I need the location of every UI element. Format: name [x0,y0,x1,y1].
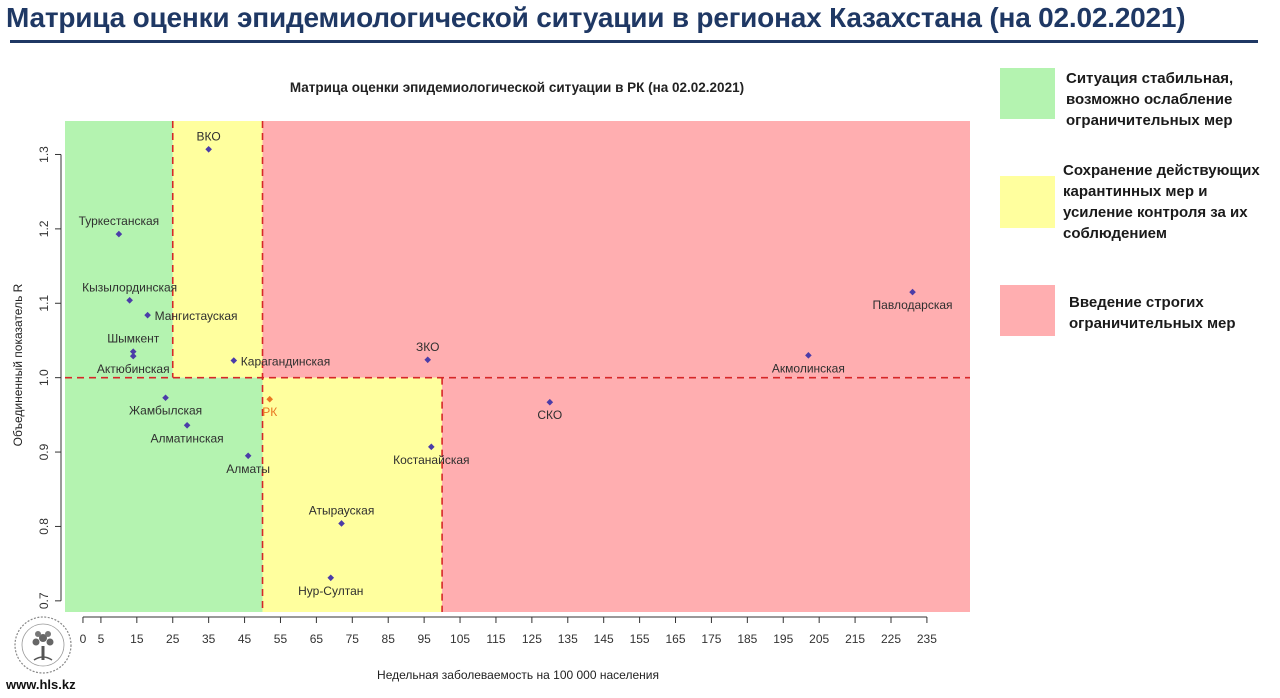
data-point-label: Туркестанская [79,214,160,228]
zone-5 [442,377,970,612]
data-point-label: Павлодарская [873,298,953,312]
x-tick-label: 85 [382,632,396,646]
x-tick-label: 35 [202,632,216,646]
data-point [244,452,252,460]
data-point [205,145,212,153]
page-title: Матрица оценки эпидемиологической ситуац… [6,2,1186,33]
legend-swatch-stable [1000,68,1055,119]
data-point [144,311,151,319]
data-point-label: Алматинская [151,431,224,445]
data-point [115,230,123,238]
x-tick-label: 175 [701,632,721,646]
zone-4 [262,377,443,612]
x-tick-label: 125 [522,632,542,646]
data-point [183,421,191,429]
data-point-label: Акмолинская [772,361,845,375]
x-tick-label: 15 [130,632,144,646]
y-tick-label: 0.9 [37,443,51,460]
zone-0 [65,121,173,378]
data-point-label: РК [262,405,277,419]
x-tick-label: 5 [98,632,105,646]
y-axis-label: Объединенный показатель R [11,283,25,446]
x-tick-label: 55 [274,632,288,646]
data-point-label: ВКО [197,129,221,143]
points-layer: ВКО Туркестанская Кызылординская Мангистаус… [79,129,953,598]
data-point [909,288,916,296]
zone-3 [65,377,263,612]
x-tick-label: 155 [630,632,650,646]
data-point [230,357,238,364]
data-point-label: Костанайская [393,453,469,467]
threshold-lines-layer [65,121,970,612]
x-tick-label: 115 [486,632,505,646]
x-tick-label: 215 [845,632,865,646]
y-tick-label: 1.3 [37,146,51,163]
data-point [162,394,169,402]
data-point [338,520,345,527]
y-tick-label: 0.7 [37,592,51,609]
scatter-chart: 0.7 0.8 0.9 1.0 1.1 1.2 1.3 0 5 15 25 35 45 55 65 75 85 9… [11,80,970,682]
data-point-label: Жамбылская [129,404,202,418]
x-tick-label: 75 [346,632,360,646]
tree-logo-icon [14,616,72,674]
x-tick-label: 135 [558,632,578,646]
x-tick-label: 235 [917,632,937,646]
zone-1 [172,121,263,378]
legend-text-strict: Введение строгих ограничительных мер [1069,294,1236,332]
data-point [266,395,274,403]
data-point [129,348,137,355]
zones-layer [65,121,970,612]
x-axis-label: Недельная заболеваемость на 100 000 насе… [377,668,659,682]
x-tick-label: 225 [881,632,901,646]
legend-text-stable: Ситуация стабильная, возможно ослабление… [1066,70,1234,129]
x-tick-label: 25 [166,632,180,646]
site-url[interactable]: www.hls.kz [6,677,76,692]
x-tick-label: 95 [417,632,431,646]
data-point-label: Актюбинская [97,362,170,376]
x-tick-label: 145 [594,632,614,646]
data-point-label: Мангистауская [155,309,238,323]
legend-swatch-strict [1000,285,1055,336]
x-tick-label: 165 [666,632,686,646]
data-point-label: Шымкент [107,332,160,346]
data-point [424,356,432,364]
axes-layer: 0.7 0.8 0.9 1.0 1.1 1.2 1.3 0 5 15 25 35 45 55 65 75 85 9… [37,146,937,646]
data-point [546,398,554,406]
data-point [428,443,435,451]
data-point-label: Алматы [226,462,270,476]
chart-title: Матрица оценки эпидемиологической ситуац… [290,80,744,95]
data-point [126,296,133,304]
data-point-label: Карагандинская [241,355,330,369]
x-tick-label: 0 [80,632,87,646]
y-tick-label: 1.2 [37,220,51,237]
data-point-label: Нур-Султан [298,584,363,598]
y-tick-label: 1.0 [37,369,51,386]
x-tick-label: 205 [809,632,829,646]
x-tick-label: 105 [450,632,470,646]
data-point-label: Кызылординская [82,280,177,294]
legend-text-maintain: Сохранение действующих карантинных мер и… [1063,162,1260,242]
x-tick-label: 65 [310,632,324,646]
data-point [327,574,335,582]
title-divider [10,40,1258,43]
y-tick-label: 1.1 [37,295,51,312]
data-point-label: СКО [537,408,562,422]
data-point-label: ЗКО [416,340,439,354]
zone-2 [262,121,970,378]
x-tick-label: 195 [773,632,793,646]
x-tick-label: 185 [737,632,757,646]
data-point [129,352,137,360]
data-point-label: Атырауская [309,503,375,517]
y-tick-label: 0.8 [37,518,51,535]
data-point [805,352,812,359]
x-tick-label: 45 [238,632,252,646]
legend-swatch-maintain [1000,176,1055,228]
